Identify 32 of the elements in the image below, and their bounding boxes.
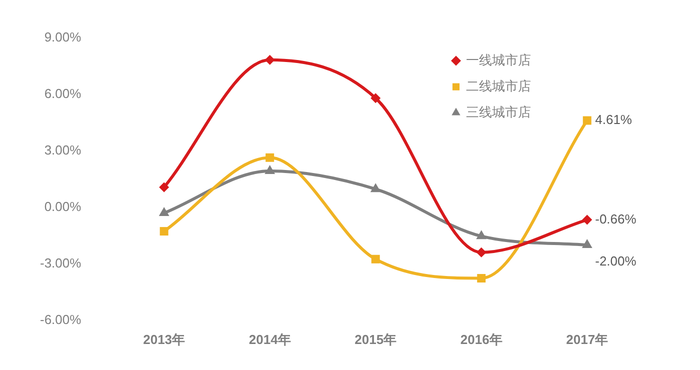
point (582, 214, 592, 225)
legend-label: 三线城市店 (466, 104, 531, 120)
x-tick-label: 2016年 (460, 332, 502, 347)
y-tick-label: 9.00% (44, 29, 82, 44)
point (582, 116, 592, 125)
y-tick-label: 3.00% (44, 142, 82, 158)
y-tick-label: 6.00% (44, 86, 82, 101)
x-tick-label: 2014年 (248, 332, 291, 347)
point (160, 227, 168, 236)
point (371, 254, 380, 264)
y-tick-label: -6.00% (40, 312, 82, 327)
point (264, 54, 275, 65)
y-tick-label: -3.00% (40, 255, 82, 270)
data-label: -2.00% (595, 254, 637, 269)
point (476, 247, 486, 258)
x-tick-label: 2013年 (143, 332, 186, 347)
legend-label: 一线城市店 (466, 52, 531, 68)
point (266, 153, 274, 162)
point (158, 207, 170, 216)
point (159, 182, 170, 192)
point (582, 239, 592, 248)
y-tick-label: 0.00% (44, 198, 82, 214)
point (370, 93, 381, 104)
legend-label: 二线城市店 (466, 78, 531, 94)
point (264, 165, 276, 174)
point (477, 274, 486, 282)
x-tick-label: 2017年 (566, 332, 608, 347)
x-tick-label: 2015年 (354, 332, 397, 347)
point (476, 230, 487, 240)
point (370, 183, 381, 192)
data-label: 4.61% (595, 112, 632, 128)
data-label: -0.66% (595, 211, 637, 226)
